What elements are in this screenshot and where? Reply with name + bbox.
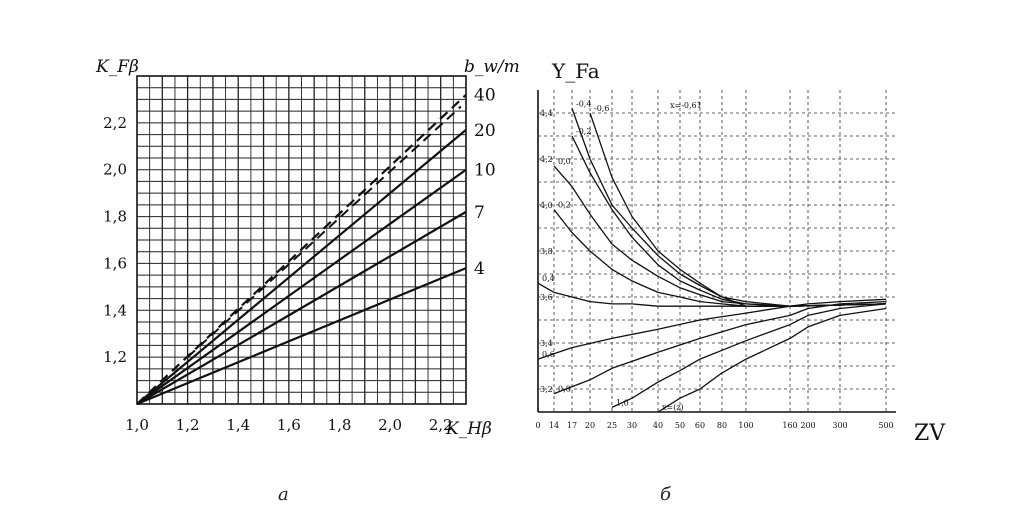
chart-b-curve-0,0 — [553, 165, 887, 307]
chart-b-series-label: -0,4 — [576, 99, 591, 108]
chart-b: 0 14 17 20 25 30 40 50 60 80 100 160 200 300 500 3,2 3,4… — [535, 59, 946, 446]
chart-a-line-7 — [136, 210, 467, 405]
caption-a: а — [278, 484, 289, 505]
chart-a-right-label: b_w/m — [464, 57, 520, 77]
chart-b-xtick: 50 — [675, 421, 685, 430]
chart-a-line-20 — [136, 129, 467, 405]
chart-a-ytick: 1,2 — [103, 348, 127, 366]
chart-a-series-label: 7 — [474, 203, 485, 223]
chart-b-xtick: 25 — [607, 421, 617, 430]
chart-b-tick-labels: 0 14 17 20 25 30 40 50 60 80 100 160 200 300 500 3,2 3,4… — [535, 109, 893, 430]
chart-b-ytick: 3,4 — [540, 339, 553, 348]
chart-b-xtick: 160 — [782, 421, 797, 430]
chart-b-curve-x=(z) — [657, 307, 887, 413]
chart-b-series-label: 0,0 — [558, 157, 571, 166]
chart-b-curve-0,4 — [537, 282, 887, 307]
chart-b-xtick: 100 — [738, 421, 753, 430]
chart-a-lines — [136, 93, 467, 406]
chart-a-series-labels: 40 20 10 7 4 — [474, 86, 496, 279]
chart-b-curve-0,2 — [553, 209, 887, 307]
chart-b-series-label: 0,6 — [542, 350, 555, 359]
chart-a-ytick: 1,4 — [103, 301, 127, 319]
chart-b-xtick: 17 — [567, 421, 577, 430]
chart-b-series-label: 1,0 — [616, 398, 629, 407]
chart-b-series-label: -0,6 — [594, 104, 609, 113]
chart-b-xtick: 40 — [653, 421, 663, 430]
chart-a-xtick: 1,8 — [328, 416, 352, 434]
chart-b-series-label: x=(z) — [662, 403, 684, 412]
chart-b-xtick: 20 — [585, 421, 595, 430]
chart-a-line-4 — [136, 267, 467, 406]
chart-a-line-40 — [136, 93, 467, 405]
chart-a-ylabel: K_Fβ — [95, 57, 139, 77]
chart-b-lines — [537, 108, 887, 413]
chart-a: 1,0 1,2 1,4 1,6 1,8 2,0 2,21,21,41,61,82,02,2 … — [95, 57, 520, 439]
chart-b-xtick: 300 — [832, 421, 847, 430]
chart-a-series-label: 20 — [474, 121, 496, 141]
chart-b-curve--0,4 — [571, 108, 887, 307]
chart-b-series-labels: -0,6-0,4 -0,2 0,0 0,2 0,4 0,6 0,8 1,0 x=(z) — [542, 99, 684, 412]
chart-a-xtick: 2,2 — [429, 416, 453, 434]
chart-a-tick-labels: 1,0 1,2 1,4 1,6 1,8 2,0 2,2 1,2 1,4 1,6 1,8 2,0 2,2 — [103, 114, 452, 434]
chart-a-ytick: 2,2 — [103, 114, 127, 132]
chart-b-series-label: 0,2 — [558, 201, 571, 210]
chart-b-ytick: 3,8 — [540, 247, 553, 256]
chart-b-xtick: 200 — [800, 421, 815, 430]
chart-a-line-dashed-extra — [186, 105, 462, 358]
chart-b-series-label: 0,4 — [542, 274, 555, 283]
chart-a-series-label: 4 — [474, 259, 485, 279]
chart-b-ytick: 3,2 — [540, 385, 553, 394]
chart-b-ytick: 4,2 — [540, 155, 553, 164]
chart-b-curve--0,6 — [589, 112, 887, 307]
chart-b-xtick: 80 — [717, 421, 727, 430]
chart-a-series-label: 10 — [474, 161, 496, 181]
chart-b-curve-1,0 — [611, 303, 887, 408]
chart-b-series-label: 0,8 — [558, 385, 571, 394]
chart-b-xtick: 60 — [695, 421, 705, 430]
chart-a-ytick: 2,0 — [103, 161, 127, 179]
chart-b-xtick: 500 — [878, 421, 893, 430]
chart-a-series-label: 40 — [474, 86, 496, 106]
chart-b-ytick: 3,6 — [540, 293, 553, 302]
chart-a-xtick: 1,2 — [176, 416, 200, 434]
chart-b-curve-0,8 — [553, 300, 887, 395]
chart-a-xlabel: K_Hβ — [445, 419, 492, 439]
chart-b-ylabel: Y_Fa — [551, 59, 600, 83]
chart-a-xtick: 1,4 — [226, 416, 250, 434]
chart-a-ytick: 1,8 — [103, 208, 127, 226]
chart-b-grid — [537, 90, 896, 413]
chart-b-ytick: 4,4 — [540, 109, 553, 118]
chart-b-xtick: 30 — [627, 421, 637, 430]
chart-a-ytick: 1,6 — [103, 254, 127, 272]
chart-a-xtick: 1,0 — [125, 416, 149, 434]
chart-b-series-label: -0,2 — [576, 127, 591, 136]
chart-a-xtick: 2,0 — [378, 416, 402, 434]
chart-b-annotation-top: x=-0,61 — [670, 101, 702, 110]
chart-b-xlabel: ZV — [914, 421, 946, 446]
chart-b-curve--0,2 — [571, 135, 887, 307]
chart-b-ytick: 4,0 — [540, 201, 553, 210]
chart-a-line-10 — [136, 168, 467, 405]
chart-a-grid — [136, 75, 467, 405]
caption-b: б — [660, 484, 671, 505]
chart-a-xtick: 1,6 — [277, 416, 301, 434]
chart-b-xtick: 14 — [549, 421, 559, 430]
chart-b-xtick: 0 — [535, 421, 540, 430]
chart-b-curve-0,6 — [537, 298, 887, 360]
